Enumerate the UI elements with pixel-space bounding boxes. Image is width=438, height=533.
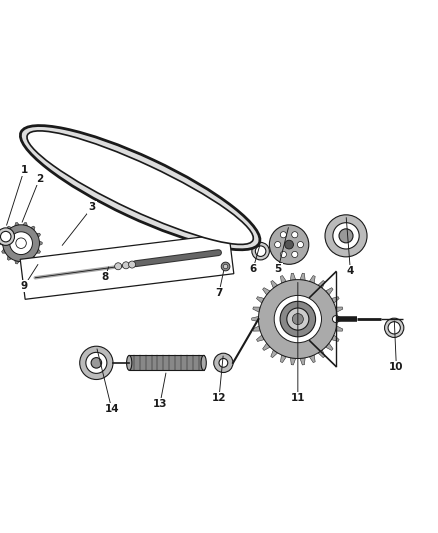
Circle shape [258,280,337,359]
Polygon shape [23,222,27,226]
Polygon shape [7,226,11,230]
Circle shape [214,353,233,373]
Text: 8: 8 [102,272,109,282]
Circle shape [292,252,298,257]
Circle shape [280,252,286,257]
Circle shape [269,225,309,264]
Circle shape [280,232,286,238]
Text: 1: 1 [21,165,28,175]
Polygon shape [31,226,35,230]
Circle shape [252,243,269,260]
Polygon shape [300,273,305,280]
Circle shape [91,358,102,368]
Text: 5: 5 [275,264,282,273]
Bar [129,356,204,370]
Text: 14: 14 [104,404,119,414]
Polygon shape [337,317,344,322]
Text: 10: 10 [389,362,404,372]
Polygon shape [253,326,260,331]
Polygon shape [0,241,3,246]
Text: 7: 7 [215,288,223,298]
Circle shape [123,262,130,269]
Circle shape [388,322,400,334]
Circle shape [385,318,404,337]
Circle shape [10,232,32,255]
Circle shape [129,261,136,268]
Circle shape [86,352,107,374]
Bar [20,233,234,300]
Circle shape [115,263,122,270]
Polygon shape [253,307,260,312]
Polygon shape [318,280,325,288]
Circle shape [287,308,309,330]
Text: 2: 2 [36,174,43,184]
Circle shape [0,231,11,242]
Circle shape [80,346,113,379]
Polygon shape [36,249,40,253]
Polygon shape [15,222,19,226]
Polygon shape [7,256,11,260]
Circle shape [280,301,315,337]
Polygon shape [300,358,305,365]
Polygon shape [336,307,343,312]
Polygon shape [290,358,296,365]
Polygon shape [332,297,339,303]
Text: 13: 13 [152,399,167,409]
Circle shape [292,313,304,325]
Polygon shape [252,317,258,322]
Text: 12: 12 [212,393,226,403]
Circle shape [223,264,228,269]
Polygon shape [309,355,315,362]
Circle shape [0,228,14,245]
Text: 4: 4 [347,266,354,276]
Circle shape [285,240,293,249]
Polygon shape [257,297,264,303]
Circle shape [3,225,39,262]
Text: 9: 9 [21,281,28,291]
Polygon shape [336,326,343,331]
Circle shape [332,316,339,322]
Polygon shape [332,335,339,342]
Circle shape [333,223,359,249]
Polygon shape [257,335,264,342]
Polygon shape [271,280,278,288]
Polygon shape [23,261,27,264]
Polygon shape [15,261,19,264]
Polygon shape [309,276,315,283]
Circle shape [16,238,26,248]
Polygon shape [280,355,286,362]
Polygon shape [318,350,325,358]
Text: 11: 11 [290,393,305,403]
Circle shape [221,262,230,271]
Circle shape [274,295,321,343]
Polygon shape [271,350,278,358]
Polygon shape [325,343,333,350]
Text: 3: 3 [88,203,95,212]
Circle shape [325,215,367,257]
Text: 6: 6 [250,264,257,273]
Polygon shape [325,288,333,295]
Polygon shape [2,249,6,253]
Polygon shape [280,276,286,283]
Circle shape [219,359,228,367]
Circle shape [339,229,353,243]
Polygon shape [36,233,40,237]
Polygon shape [31,256,35,260]
Ellipse shape [21,126,260,250]
Polygon shape [290,273,296,280]
Ellipse shape [27,131,253,245]
Ellipse shape [127,356,132,370]
Polygon shape [39,241,42,246]
Circle shape [255,246,266,256]
Circle shape [292,232,298,238]
Polygon shape [263,288,270,295]
Polygon shape [2,233,6,237]
Circle shape [275,241,281,248]
Circle shape [297,241,304,248]
Polygon shape [263,343,270,350]
Ellipse shape [201,356,206,370]
